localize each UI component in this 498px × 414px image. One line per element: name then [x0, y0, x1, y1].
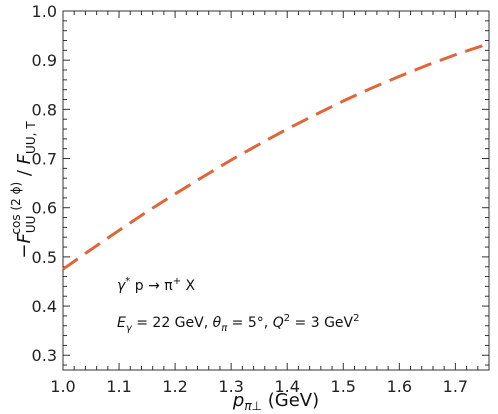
y-axis-title-minus: − [14, 243, 35, 258]
x-tick-label: 1.0 [50, 377, 75, 396]
x-tick-label: 1.5 [331, 377, 356, 396]
ticks [62, 10, 490, 370]
x-tick-label: 1.4 [274, 377, 299, 396]
x-tick-label: 1.6 [387, 377, 412, 396]
annotation-Q-sup: 2 [284, 313, 290, 324]
annotation-reaction: γ* p → π+ X [117, 276, 196, 294]
x-tick-label: 1.1 [106, 377, 131, 396]
annotation-reaction-rest: p → π [130, 278, 173, 294]
y-axis-title-sub2: UU, T [24, 121, 38, 154]
x-tick-label: 1.7 [443, 377, 468, 396]
y-axis-title-F1: F [14, 232, 35, 243]
y-tick-label: 0.9 [32, 51, 57, 70]
annotation-reaction-tail: X [181, 278, 195, 294]
y-axis-title-sup1: cos (2 ϕ) [9, 182, 23, 235]
y-tick-label: 0.5 [32, 248, 57, 267]
annotation-star: * [125, 276, 130, 287]
annotation-plus: + [173, 276, 181, 287]
y-tick-label: 0.6 [32, 199, 57, 218]
annotation-theta: θ [213, 315, 222, 331]
annotation-theta-value: = 5°, [227, 315, 272, 331]
y-axis-title: −FUUcos (2 ϕ) / FUU, T [9, 121, 38, 259]
annotation-kinematics: Eγ = 22 GeV, θπ = 5°, Q2 = 3 GeV2 [117, 313, 360, 334]
series-line-0 [62, 43, 484, 271]
y-axis-title-sub1: UU [24, 216, 38, 234]
annotation-E-value: = 22 GeV, [132, 315, 213, 331]
y-tick-label: 0.8 [32, 100, 57, 119]
annotation-Q: Q [273, 315, 284, 331]
x-tick-label: 1.2 [162, 377, 187, 396]
tick-labels: 1.0 1.1 1.2 1.3 1.4 1.5 1.6 1.7 0.3 0.4 0.5 0.6 0.7 0… [32, 2, 469, 396]
x-tick-label: 1.3 [218, 377, 243, 396]
y-tick-label: 1.0 [32, 2, 57, 21]
annotation-theta-sub: π [221, 323, 228, 334]
annotation-Q-unit-sup: 2 [353, 313, 359, 324]
x-axis-title: pπ⊥ (GeV) [232, 390, 319, 413]
annotation-gamma: γ [117, 278, 126, 294]
y-axis-title-F2: F [14, 153, 35, 164]
annotation-Q-value: = 3 GeV [290, 315, 353, 331]
annotation-E-sub: γ [126, 323, 133, 334]
annotation-E: E [117, 315, 126, 331]
x-axis-title-unit: (GeV) [262, 390, 319, 411]
y-tick-label: 0.7 [32, 150, 57, 169]
y-tick-label: 0.4 [32, 297, 57, 316]
y-tick-label: 0.3 [32, 346, 57, 365]
y-axis-title-slash: / [14, 164, 35, 182]
x-axis-title-sub: π⊥ [244, 399, 262, 413]
x-axis-title-p: p [232, 390, 244, 411]
